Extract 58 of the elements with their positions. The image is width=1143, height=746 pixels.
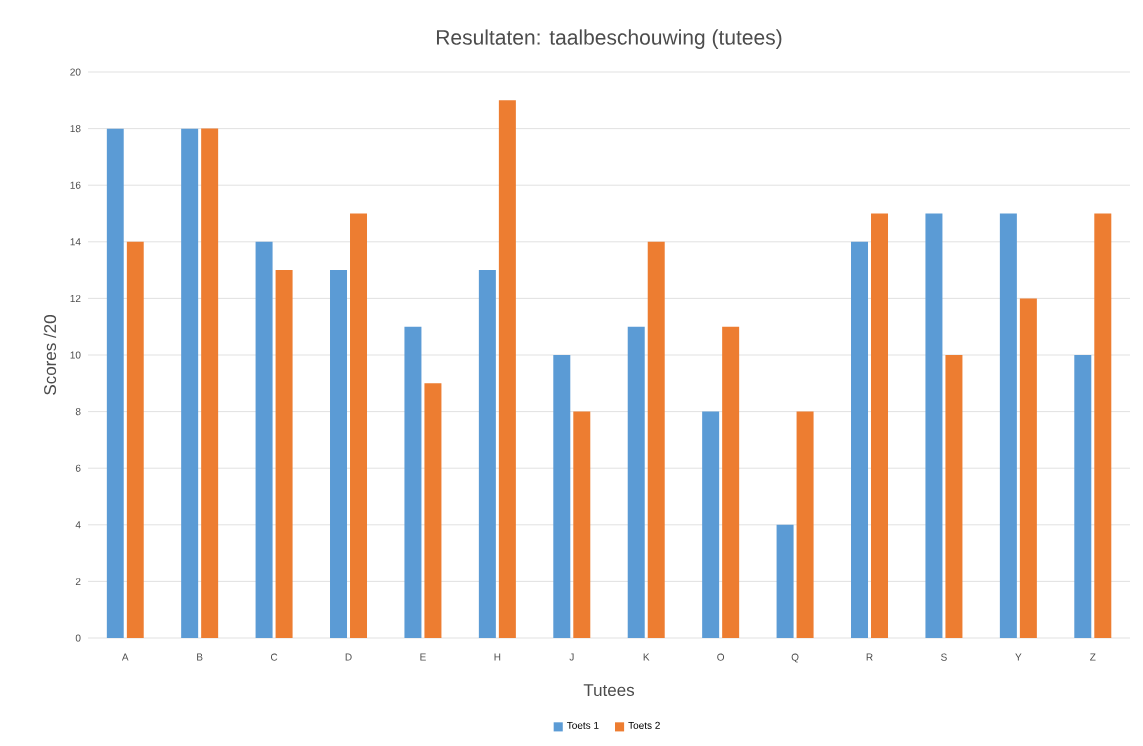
bar <box>330 270 348 638</box>
bar <box>275 270 293 638</box>
x-tick-label: K <box>643 653 650 661</box>
x-tick-label: Z <box>1090 653 1096 661</box>
bar <box>702 411 720 638</box>
bar <box>181 128 199 638</box>
bar <box>498 100 516 638</box>
bar <box>350 213 368 638</box>
y-tick-label: 10 <box>70 351 81 359</box>
bar <box>1074 355 1092 638</box>
x-tick-label: A <box>121 653 129 661</box>
y-tick-label: 8 <box>75 408 81 416</box>
y-tick-label: 18 <box>70 125 81 133</box>
bar <box>796 411 814 638</box>
bar <box>201 128 219 638</box>
legend-label: Toets 2 <box>628 721 660 729</box>
y-tick-label: 16 <box>70 181 81 189</box>
bar <box>106 128 124 638</box>
x-axis-title: Tutees <box>583 684 635 697</box>
bar <box>722 326 740 638</box>
x-tick-label: Y <box>1015 653 1022 661</box>
x-tick-label: Q <box>791 653 799 663</box>
x-tick-label: O <box>717 653 725 661</box>
bar <box>1094 213 1112 638</box>
bar <box>999 213 1017 638</box>
bar <box>404 326 422 638</box>
y-tick-label: 12 <box>70 294 81 302</box>
bar <box>553 355 571 638</box>
bar <box>126 241 144 638</box>
y-axis-title: Scores /20 <box>43 315 57 395</box>
bar <box>851 241 869 638</box>
bar <box>776 524 794 638</box>
bar <box>925 213 943 638</box>
bar <box>424 383 442 638</box>
y-tick-label: 4 <box>75 521 81 529</box>
legend-label: Toets 1 <box>566 721 599 729</box>
y-tick-label: 0 <box>75 634 81 642</box>
bar <box>871 213 889 638</box>
bar <box>1019 298 1037 638</box>
y-tick-label: 20 <box>70 68 81 76</box>
y-tick-label: 14 <box>70 238 81 246</box>
bar <box>627 326 645 638</box>
x-tick-label: B <box>197 653 203 661</box>
bar <box>573 411 591 638</box>
y-tick-label: 2 <box>75 577 81 585</box>
x-tick-label: J <box>569 653 574 661</box>
x-tick-label: C <box>270 653 278 661</box>
x-tick-label: E <box>420 653 426 661</box>
x-tick-label: R <box>866 653 873 661</box>
bar <box>647 241 665 638</box>
x-tick-label: D <box>345 653 352 661</box>
x-tick-label: H <box>494 653 501 661</box>
x-tick-label: S <box>941 653 947 661</box>
bar <box>478 270 496 638</box>
y-tick-label: 6 <box>75 464 81 472</box>
bar <box>255 241 273 638</box>
chart-title: Resultaten: taalbeschouwing (tutees) <box>437 29 782 49</box>
bar <box>945 355 963 638</box>
